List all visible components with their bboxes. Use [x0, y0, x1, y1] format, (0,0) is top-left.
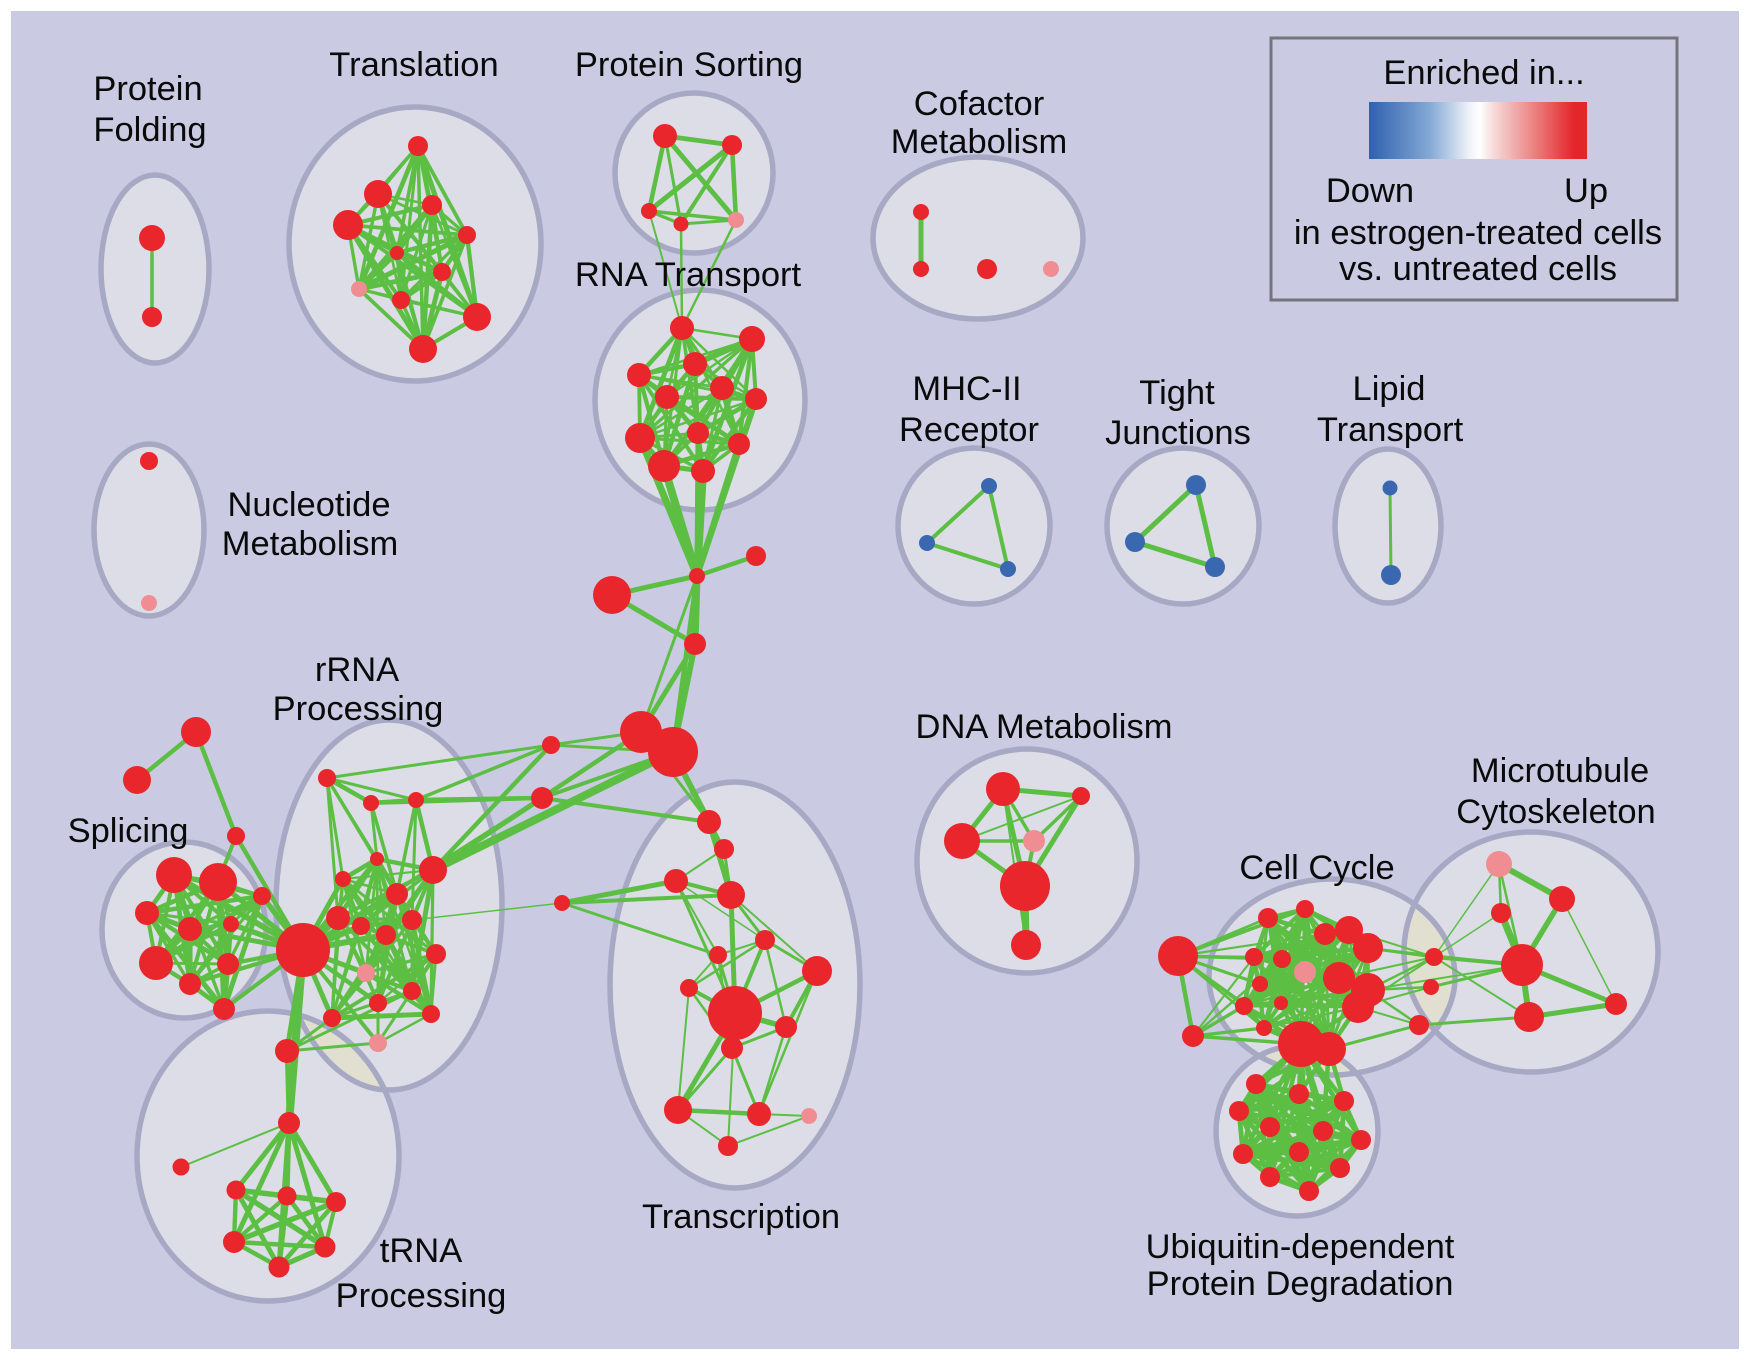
svg-text:Microtubule: Microtubule [1471, 752, 1649, 790]
svg-text:Receptor: Receptor [899, 411, 1039, 449]
svg-text:RNA Transport: RNA Transport [575, 256, 802, 294]
svg-text:Protein Sorting: Protein Sorting [575, 46, 803, 84]
svg-text:vs. untreated cells: vs. untreated cells [1339, 250, 1617, 288]
svg-text:Metabolism: Metabolism [222, 525, 398, 563]
svg-text:Down: Down [1326, 172, 1414, 210]
svg-text:Cofactor: Cofactor [914, 85, 1044, 123]
svg-text:Folding: Folding [93, 111, 206, 149]
svg-text:in estrogen-treated cells: in estrogen-treated cells [1294, 214, 1662, 252]
svg-text:Splicing: Splicing [68, 812, 189, 850]
svg-text:tRNA: tRNA [380, 1232, 462, 1270]
svg-text:Protein: Protein [93, 70, 202, 108]
svg-text:Cell Cycle: Cell Cycle [1239, 849, 1394, 887]
svg-text:Translation: Translation [329, 46, 498, 84]
svg-text:Up: Up [1564, 172, 1608, 210]
svg-text:Protein Degradation: Protein Degradation [1147, 1265, 1454, 1303]
svg-text:rRNA: rRNA [315, 651, 399, 689]
svg-text:Transport: Transport [1317, 411, 1464, 449]
svg-text:Transcription: Transcription [642, 1198, 840, 1236]
svg-text:Cytoskeleton: Cytoskeleton [1456, 793, 1655, 831]
svg-text:DNA Metabolism: DNA Metabolism [916, 708, 1173, 746]
svg-text:Tight: Tight [1139, 374, 1215, 412]
svg-text:Enriched in...: Enriched in... [1383, 54, 1584, 92]
svg-text:Processing: Processing [273, 690, 444, 728]
svg-text:Processing: Processing [336, 1277, 507, 1315]
svg-text:MHC-II: MHC-II [912, 370, 1021, 408]
svg-text:Ubiquitin-dependent: Ubiquitin-dependent [1146, 1228, 1455, 1266]
svg-text:Junctions: Junctions [1105, 414, 1251, 452]
svg-text:Metabolism: Metabolism [891, 123, 1067, 161]
svg-text:Lipid: Lipid [1353, 370, 1426, 408]
svg-text:Nucleotide: Nucleotide [227, 486, 390, 524]
